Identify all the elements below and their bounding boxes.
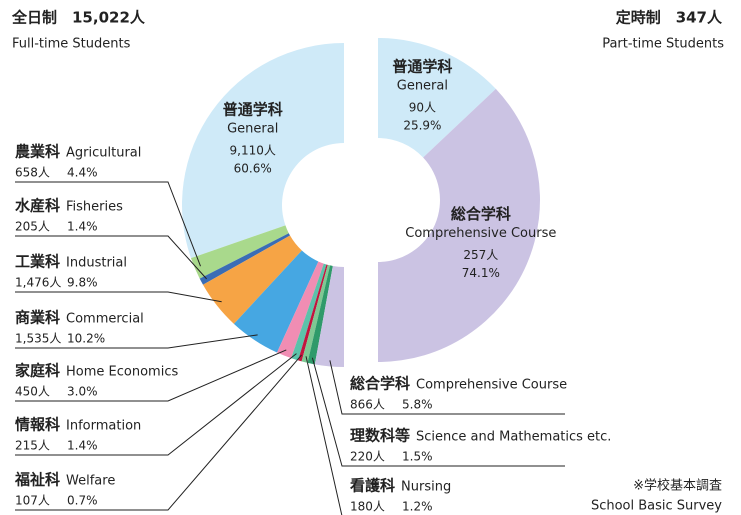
leader-line [15,354,302,511]
segment-name: 普通学科 [392,58,452,76]
leader-line [15,291,222,303]
percent-label: 1.5% [402,450,433,464]
left-title: 全日制 15,022人 [11,9,146,27]
leader-line [15,181,201,267]
leader-line [15,349,287,402]
segment [314,265,344,367]
leader-line [311,357,565,467]
value-label: 257人 [463,248,498,262]
value-label: 450人 [15,385,50,399]
segment [190,225,289,279]
value-label: 1,476人 [15,276,61,290]
segment-name-en: Science and Mathematics etc. [416,430,611,445]
segment-name: 工業科 [15,253,60,271]
right-title: 定時制 347人 [616,9,723,27]
percent-label: 4.4% [67,166,98,180]
leader-line [329,360,565,415]
percent-label: 9.8% [67,276,98,290]
segment-name: 福祉科 [14,471,60,489]
segment-name: 総合学科 [451,205,511,223]
value-label: 658人 [15,166,50,180]
segment-name-en: Home Economics [66,365,178,380]
segment-name-en: Comprehensive Course [416,378,567,393]
segment-name: 農業科 [15,143,60,161]
segment [277,261,324,359]
segment [203,235,302,324]
segment-name-en: Commercial [66,312,144,327]
segment-name-en: Comprehensive Course [405,226,556,241]
left-subtitle: Full-time Students [12,37,131,52]
value-label: 1,535人 [15,332,61,346]
footnote: ※学校基本調査 [633,478,722,494]
value-label: 90人 [409,101,436,115]
segment-name: 情報科 [15,416,60,434]
segment-name-en: Agricultural [66,146,141,161]
segment [378,88,540,362]
segment-name-en: Industrial [66,256,127,271]
segment-name: 普通学科 [223,101,283,119]
value-label: 215人 [15,439,50,453]
segment [307,265,333,365]
segment [301,264,331,363]
segment-name-en: Fisheries [66,200,123,215]
segment-name: 家庭科 [15,362,60,380]
value-label: 107人 [15,494,50,508]
segment [181,43,344,259]
segment [298,264,328,362]
leader-line [15,353,297,456]
leader-line [15,334,258,349]
percent-label: 10.2% [67,332,105,346]
segment-name-en: Information [66,419,141,434]
segment [199,233,291,285]
percent-label: 5.8% [402,398,433,412]
segment-name-en: Nursing [401,480,451,495]
value-label: 866人 [350,398,385,412]
value-label: 9,110人 [230,144,276,158]
leader-line [305,356,343,515]
value-label: 205人 [15,220,50,234]
segment-name: 看護科 [350,477,395,495]
segment-name-en: General [227,122,278,137]
segment-name-en: Welfare [66,474,115,489]
footnote-en: School Basic Survey [591,499,722,514]
percent-label: 25.9% [403,119,441,133]
segment [291,263,327,361]
percent-label: 0.7% [67,494,98,508]
leader-line [15,235,207,280]
percent-label: 1.4% [67,439,98,453]
segment-name: 総合学科 [350,375,410,393]
segment-name-en: General [397,79,448,94]
percent-label: 1.2% [402,500,433,514]
right-subtitle: Part-time Students [602,37,724,52]
segment-name: 商業科 [15,309,60,327]
value-label: 180人 [350,500,385,514]
value-label: 220人 [350,450,385,464]
percent-label: 3.0% [67,385,98,399]
percent-label: 60.6% [234,162,272,176]
segment-name: 水産科 [15,197,60,215]
segment [378,38,496,158]
percent-label: 74.1% [462,266,500,280]
segment-name: 理数科等 [350,427,410,445]
segment [233,250,319,353]
percent-label: 1.4% [67,220,98,234]
